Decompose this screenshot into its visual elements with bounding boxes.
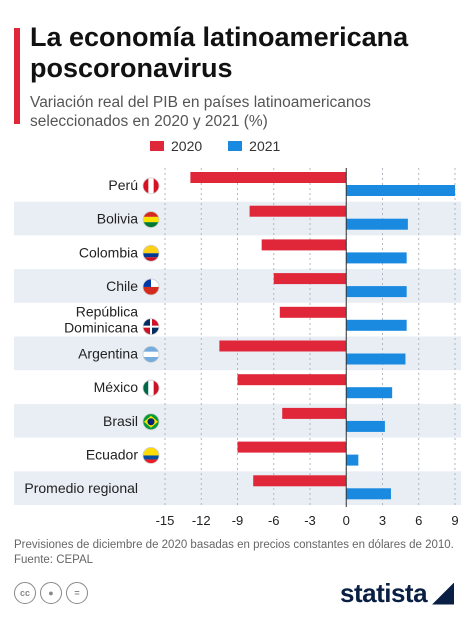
bar-2021 (346, 353, 406, 365)
bar-2020 (249, 205, 347, 217)
legend-label-2020: 2020 (171, 138, 203, 154)
chart-subtitle: Variación real del PIB en países latinoa… (30, 94, 371, 130)
x-tick-label: -9 (232, 513, 244, 528)
statista-logo-text: statista (340, 578, 428, 608)
category-label: Dominicana (64, 320, 138, 336)
category-label: Brasil (103, 413, 138, 429)
bar-2020 (237, 441, 347, 453)
bar-2020 (190, 172, 347, 183)
legend-swatch-2021 (228, 141, 243, 151)
license-icons: cc ● = (14, 582, 92, 604)
brazil-flag-icon (142, 413, 160, 431)
bar-2020 (273, 273, 347, 285)
bar-2021 (346, 185, 455, 196)
mexico-flag-icon (142, 379, 160, 397)
cc-icon: cc (14, 582, 36, 604)
bar-2020 (219, 340, 347, 352)
legend-item-2021: 2021 (228, 138, 280, 154)
bar-2020 (282, 407, 347, 419)
ecuador-flag-icon (142, 447, 160, 464)
bar-2020 (261, 239, 347, 251)
attribution-icon: ● (40, 582, 62, 604)
x-tick-label: 9 (451, 513, 458, 528)
x-tick-label: -6 (268, 513, 280, 528)
legend-label-2021: 2021 (249, 138, 281, 154)
bar-2021 (346, 454, 359, 466)
legend-swatch-2020 (150, 141, 164, 151)
bar-2021 (346, 218, 408, 230)
statista-logo: statista (340, 578, 455, 609)
chart-title: La economía latinoamericana poscoronavir… (30, 22, 409, 83)
legend-item-2020: 2020 (150, 138, 202, 154)
bar-2021 (346, 319, 407, 331)
no-derivatives-icon: = (66, 582, 88, 604)
footnote: Previsiones de diciembre de 2020 basadas… (14, 538, 464, 568)
bar-2021 (346, 488, 391, 500)
bar-2021 (346, 420, 385, 432)
footnote-source: Fuente: CEPAL (14, 554, 94, 566)
bar-2021 (346, 387, 393, 399)
category-label: Chile (106, 278, 138, 294)
category-label: Colombia (79, 244, 138, 260)
x-tick-label: 6 (415, 513, 422, 528)
category-label: Perú (108, 177, 138, 193)
bar-2021 (346, 252, 407, 264)
chile-flag-icon (142, 278, 160, 296)
footnote-note: Previsiones de diciembre de 2020 basadas… (14, 539, 454, 551)
category-label: Argentina (78, 345, 138, 361)
category-label: Promedio regional (24, 480, 138, 496)
argentina-flag-icon (142, 345, 160, 363)
x-tick-label: 0 (343, 513, 350, 528)
category-label: México (94, 379, 139, 395)
bar-2021 (346, 286, 407, 298)
category-label: Bolivia (97, 211, 138, 227)
x-tick-label: -3 (304, 513, 316, 528)
x-tick-label: -12 (192, 513, 211, 528)
legend: 2020 2021 (150, 138, 306, 154)
bar-2020 (237, 374, 347, 386)
x-tick-label: -15 (156, 513, 175, 528)
category-label: República (76, 304, 138, 320)
bar-2020 (253, 475, 347, 487)
category-label: Ecuador (86, 446, 138, 462)
dominican-republic-flag-icon (142, 318, 160, 336)
bar-chart: Perú Bolivia Colombia Chile RepúblicaDominic… (14, 168, 461, 528)
statista-logo-mark (432, 582, 455, 605)
bolivia-flag-icon (142, 211, 160, 228)
peru-flag-icon (142, 177, 160, 195)
bar-2020 (279, 306, 347, 318)
title-accent-bar (14, 28, 20, 124)
colombia-flag-icon (142, 244, 160, 262)
x-tick-label: 3 (379, 513, 386, 528)
